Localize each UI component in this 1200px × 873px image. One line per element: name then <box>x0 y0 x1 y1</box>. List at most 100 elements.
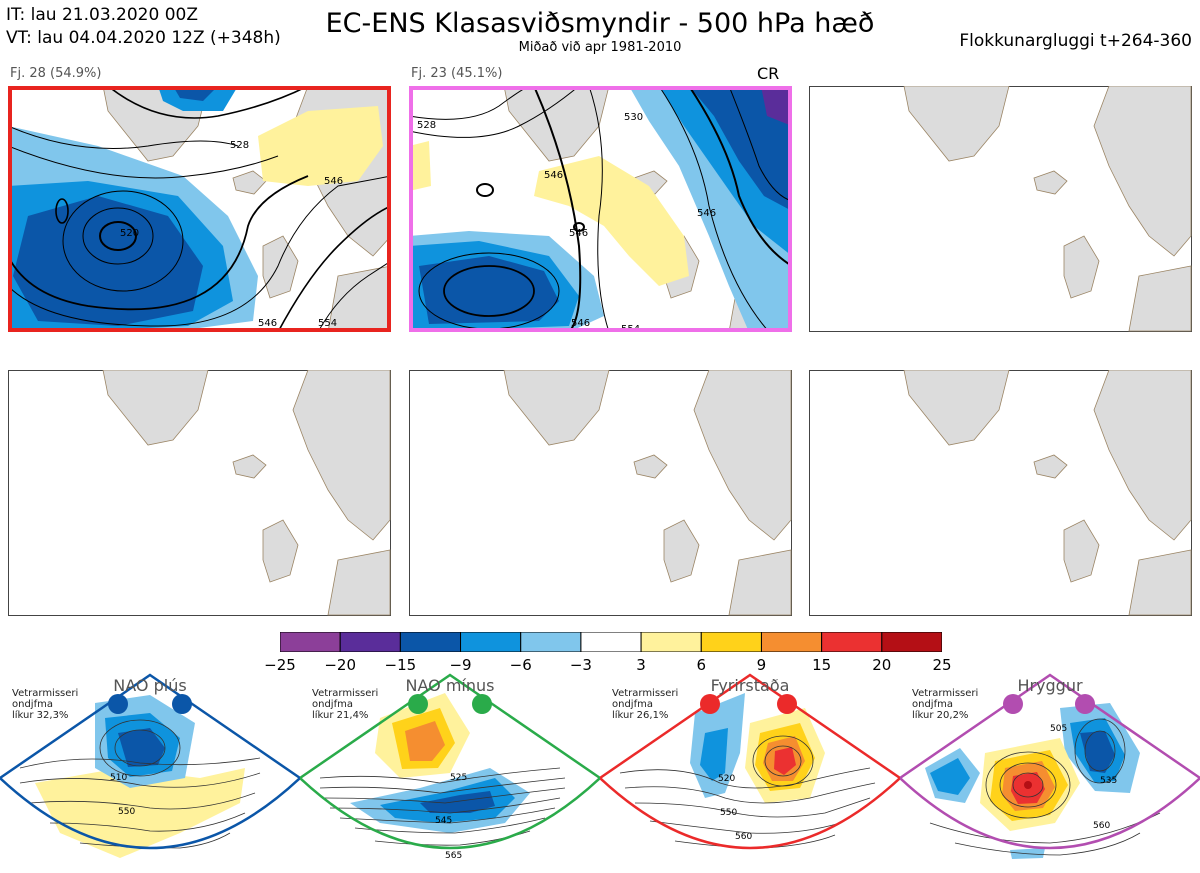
regime-stats: Vetrarmisseri ondjfma líkur 26,1% <box>612 688 678 721</box>
regime-blocking: 520 550 560 Fyrirstaða Vetrarmisseri ond… <box>600 673 900 873</box>
empty-cluster-map-5 <box>409 370 792 616</box>
regime-marker <box>408 694 428 714</box>
contour-label: 546 <box>697 208 716 219</box>
regime-contours <box>929 718 1161 856</box>
cluster-2-border <box>409 86 792 332</box>
regime-probability: líkur 21,4% <box>312 710 369 721</box>
regime-shading <box>350 693 530 833</box>
land-masses <box>503 370 792 616</box>
empty-map-svg <box>809 370 1192 616</box>
colorbar-tick-label: −25 <box>264 656 296 674</box>
regime-contours <box>619 735 876 849</box>
colorbar-svg <box>279 631 943 653</box>
regime-months: ondjfma <box>912 699 953 710</box>
colorbar-swatch <box>821 631 883 653</box>
colorbar-swatch <box>339 631 401 653</box>
cluster-map-1[interactable]: 528 546 520 546 554 <box>8 86 391 332</box>
ridge-center <box>1024 781 1032 789</box>
regime-months: ondjfma <box>312 699 353 710</box>
regime-frame <box>900 673 1200 850</box>
regime-title: NAO mínus <box>405 676 495 695</box>
regime-nao-minus: 525 545 565 NAO mínus Vetrarmisseri ondj… <box>300 673 600 873</box>
colorbar-tick-label: −20 <box>324 656 356 674</box>
regime-map: 525 545 565 <box>300 673 600 861</box>
height-contours <box>409 86 792 332</box>
empty-cluster-map-3 <box>809 86 1192 332</box>
regime-contour-label: 525 <box>450 773 467 783</box>
regime-contour-label: 520 <box>718 774 735 784</box>
contour-label: 546 <box>569 228 588 239</box>
regime-frame <box>0 673 300 850</box>
regime-contour-label: 535 <box>1100 776 1117 786</box>
regime-marker <box>1003 694 1023 714</box>
regime-shading <box>690 693 825 803</box>
regime-map: 505 535 560 <box>900 673 1200 859</box>
regime-title: NAO plús <box>113 676 187 695</box>
regime-contours <box>19 719 261 849</box>
regime-marker <box>700 694 720 714</box>
colorbar <box>279 631 943 653</box>
regime-months: ondjfma <box>612 699 653 710</box>
colorbar-tick-label: −6 <box>509 656 532 674</box>
regime-frame <box>300 673 600 850</box>
contour-label: 520 <box>120 228 139 239</box>
regime-season: Vetrarmisseri <box>312 688 379 699</box>
cluster-2-flag: CR <box>757 64 780 83</box>
regime-months: ondjfma <box>12 699 53 710</box>
regime-nao-plus: 510 550 NAO plús Vetrarmisseri ondjfma l… <box>0 673 300 873</box>
valid-time: VT: lau 04.04.2020 12Z (+348h) <box>6 28 281 48</box>
cluster-map-2[interactable]: 528 530 546 546 546 546 554 <box>409 86 792 332</box>
regime-season: Vetrarmisseri <box>12 688 79 699</box>
colorbar-tick-label: 3 <box>636 656 646 674</box>
empty-cluster-map-6 <box>809 370 1192 616</box>
regime-contour-label: 550 <box>720 808 737 818</box>
regime-contour-label: 560 <box>735 832 752 842</box>
colorbar-tick-label: −15 <box>384 656 417 674</box>
regime-title: Hryggur <box>1017 676 1083 695</box>
regime-probability: líkur 20,2% <box>912 710 969 721</box>
contour-label: 546 <box>544 170 563 181</box>
colorbar-swatch <box>460 631 522 653</box>
regime-contour-label: 505 <box>1050 724 1067 734</box>
colorbar-swatch <box>399 631 462 653</box>
empty-map-svg <box>409 370 792 616</box>
colorbar-swatch <box>640 631 702 653</box>
regime-probability: líkur 26,1% <box>612 710 669 721</box>
colorbar-tick-label: −9 <box>449 656 472 674</box>
page-subtitle: Miðað við apr 1981-2010 <box>518 40 682 55</box>
cluster-map-2-svg: 528 530 546 546 546 546 554 <box>409 86 792 332</box>
contour-label: 546 <box>324 176 343 187</box>
regime-marker <box>777 694 797 714</box>
colorbar-swatch <box>881 631 943 653</box>
colorbar-swatch <box>760 631 823 653</box>
page-title: EC-ENS Klasasviðsmyndir - 500 hPa hæð <box>325 8 875 39</box>
regime-marker <box>172 694 192 714</box>
contour-labels: 528 546 520 546 554 <box>120 140 343 329</box>
regime-contour-label: 560 <box>1093 821 1110 831</box>
anomaly-shading <box>409 86 792 332</box>
regime-contour-label: 565 <box>445 851 462 861</box>
regime-probability: líkur 32,3% <box>12 710 69 721</box>
colorbar-tick-label: 25 <box>932 656 952 674</box>
regime-stats: Vetrarmisseri ondjfma líkur 21,4% <box>312 688 378 721</box>
empty-map-svg <box>809 86 1192 332</box>
regime-season: Vetrarmisseri <box>612 688 679 699</box>
regime-frame <box>600 673 900 850</box>
window-label: Flokkunargluggi t+264-360 <box>959 31 1192 51</box>
colorbar-swatch <box>279 631 341 653</box>
regime-marker <box>1075 694 1095 714</box>
colorbar-tick-label: 9 <box>756 656 767 674</box>
contour-label: 554 <box>318 318 337 329</box>
land-masses <box>903 370 1192 616</box>
empty-cluster-map-4 <box>8 370 391 616</box>
contour-label: 546 <box>571 318 590 329</box>
regime-title: Fyrirstaða <box>710 676 790 695</box>
regime-contour-label: 510 <box>110 773 127 783</box>
colorbar-tick-label: 6 <box>696 656 707 674</box>
regime-map: 510 550 <box>0 673 300 858</box>
header-info: IT: lau 21.03.2020 00Z VT: lau 04.04.202… <box>6 4 281 50</box>
contour-label: 528 <box>230 140 249 151</box>
regime-stats: Vetrarmisseri ondjfma líkur 32,3% <box>12 688 78 721</box>
land-masses <box>903 86 1192 332</box>
init-time: IT: lau 21.03.2020 00Z <box>6 5 198 25</box>
